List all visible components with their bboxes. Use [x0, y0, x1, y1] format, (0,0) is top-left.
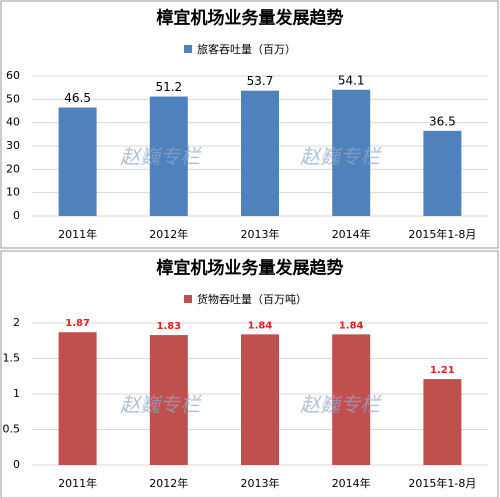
value-label: 1.84 — [339, 320, 364, 331]
bar — [149, 96, 188, 216]
y-tick-label: 30 — [6, 139, 20, 152]
chart-title: 樟宜机场业务量发展趋势 — [157, 8, 344, 29]
x-tick-label: 2015年1-8月 — [408, 476, 476, 490]
y-tick-label: 0.5 — [3, 423, 21, 436]
chart-title: 樟宜机场业务量发展趋势 — [157, 258, 344, 279]
x-tick-label: 2013年 — [241, 476, 280, 490]
x-tick-label: 2015年1-8月 — [408, 227, 476, 241]
y-tick-label: 2 — [13, 316, 20, 329]
bar — [58, 332, 97, 465]
bar — [423, 379, 462, 465]
legend-label: 旅客吞吐量（百万） — [197, 42, 296, 56]
y-tick-label: 1 — [13, 387, 20, 400]
value-label: 1.84 — [248, 320, 273, 331]
y-tick-label: 20 — [6, 162, 20, 175]
x-tick-label: 2011年 — [58, 227, 97, 241]
y-tick-label: 40 — [6, 116, 20, 129]
value-label: 53.7 — [247, 74, 274, 88]
y-tick-label: 50 — [6, 92, 20, 105]
watermark: 赵巍专栏 — [120, 145, 202, 169]
x-tick-label: 2013年 — [241, 227, 280, 241]
bar — [332, 334, 371, 465]
legend-swatch — [184, 45, 192, 53]
y-tick-label: 0 — [13, 209, 20, 222]
x-tick-label: 2014年 — [332, 476, 371, 490]
x-tick-label: 2011年 — [58, 476, 97, 490]
y-tick-label: 1.5 — [3, 352, 21, 365]
bar — [149, 335, 188, 465]
value-label: 1.83 — [156, 321, 181, 332]
bar — [58, 107, 97, 216]
y-tick-label: 0 — [13, 458, 20, 471]
bar — [423, 130, 462, 216]
watermark: 赵巍专栏 — [120, 393, 202, 417]
value-label: 54.1 — [338, 73, 365, 87]
value-label: 1.87 — [65, 318, 90, 329]
legend-swatch — [184, 295, 192, 303]
x-tick-label: 2014年 — [332, 227, 371, 241]
bar — [332, 89, 371, 216]
x-tick-label: 2012年 — [149, 476, 188, 490]
value-label: 46.5 — [64, 91, 91, 105]
watermark: 赵巍专栏 — [300, 393, 382, 417]
x-tick-label: 2012年 — [149, 227, 188, 241]
bar — [241, 334, 279, 465]
value-label: 51.2 — [155, 80, 182, 94]
y-tick-label: 10 — [6, 186, 20, 199]
value-label: 1.21 — [430, 365, 455, 376]
legend-label: 货物吞吐量（百万吨） — [197, 292, 307, 306]
value-label: 36.5 — [429, 114, 456, 128]
bar — [241, 90, 279, 216]
watermark: 赵巍专栏 — [300, 145, 382, 169]
y-tick-label: 60 — [6, 69, 20, 82]
